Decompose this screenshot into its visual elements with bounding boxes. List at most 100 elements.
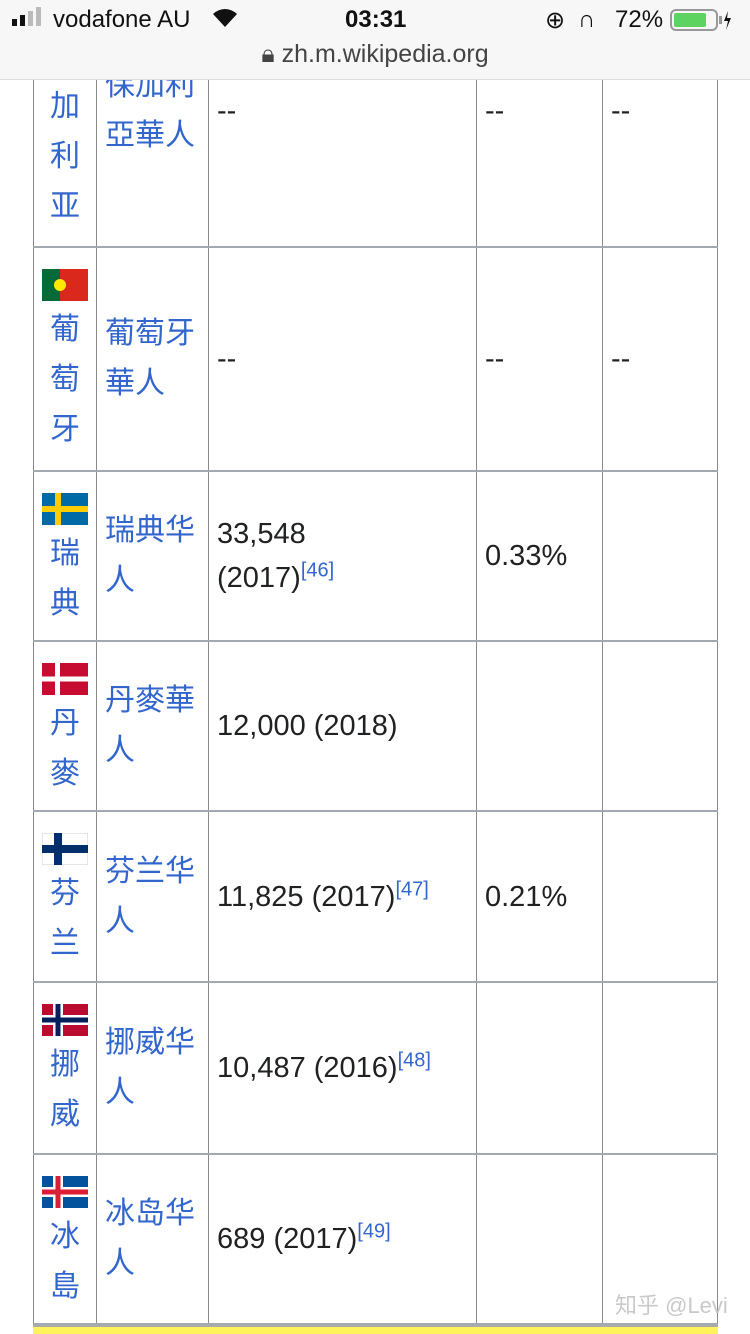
group-name-link[interactable]: 瑞典华人 bbox=[105, 514, 195, 597]
extra-cell: -- bbox=[602, 80, 718, 246]
group-name-link[interactable]: 葡萄牙華人 bbox=[105, 317, 195, 400]
battery-percent: 72% bbox=[615, 6, 664, 33]
group-name-cell: 冰岛华人 bbox=[96, 1155, 208, 1323]
denmark-flag-icon bbox=[42, 663, 88, 695]
country-cell[interactable]: 冰島 bbox=[33, 1155, 96, 1323]
country-char[interactable]: 加 bbox=[50, 90, 80, 123]
country-cell[interactable]: 葡萄牙 bbox=[33, 248, 96, 470]
carrier: vodafone AU bbox=[53, 6, 191, 33]
group-name-cell: 瑞典华人 bbox=[96, 472, 208, 640]
table-row: 葡萄牙葡萄牙華人 -- -- -- bbox=[33, 248, 718, 472]
percent-value: -- bbox=[485, 94, 505, 127]
country-char[interactable]: 萄 bbox=[50, 363, 80, 396]
country-char[interactable]: 挪 bbox=[50, 1048, 80, 1081]
iceland-flag-icon bbox=[42, 1176, 88, 1208]
wifi-icon bbox=[210, 6, 240, 35]
extra-cell bbox=[602, 472, 718, 640]
group-name-link[interactable]: 芬兰华人 bbox=[105, 854, 195, 938]
extra-cell bbox=[602, 642, 718, 810]
group-name-link[interactable]: 丹麥華人 bbox=[105, 684, 195, 767]
country-char[interactable]: 丹 bbox=[50, 707, 80, 740]
country-char[interactable]: 芬 bbox=[50, 877, 80, 910]
population-cell: 33,548 (2017)[46] bbox=[208, 472, 476, 640]
extra-cell bbox=[602, 1155, 718, 1323]
country-char[interactable]: 牙 bbox=[50, 413, 80, 446]
percent-cell: -- bbox=[476, 80, 602, 246]
highlighted-row bbox=[33, 1325, 718, 1334]
group-name-link[interactable]: 挪威华人 bbox=[105, 1026, 195, 1109]
table-row: 丹麥丹麥華人 12,000 (2018) bbox=[33, 642, 718, 812]
country-cell[interactable]: 保加利亚 bbox=[33, 80, 96, 246]
table-row: 保加利亚保加利亞華人 -- -- -- bbox=[33, 80, 718, 248]
group-name-cell: 葡萄牙華人 bbox=[96, 248, 208, 470]
population-cell: 11,825 (2017)[47] bbox=[208, 812, 476, 981]
table-row: 芬兰芬兰华人 11,825 (2017)[47] 0.21% bbox=[33, 812, 718, 983]
population-cell: 689 (2017)[49] bbox=[208, 1155, 476, 1323]
population-cell: -- bbox=[208, 248, 476, 470]
group-name-cell: 丹麥華人 bbox=[96, 642, 208, 810]
percent-cell bbox=[476, 642, 602, 810]
table-row: 挪威挪威华人 10,487 (2016)[48] bbox=[33, 983, 718, 1155]
sweden-flag-icon bbox=[42, 493, 88, 525]
country-char[interactable]: 亚 bbox=[50, 190, 80, 223]
country-cell[interactable]: 芬兰 bbox=[33, 812, 96, 981]
country-char[interactable]: 葡 bbox=[50, 313, 80, 346]
table-row: 瑞典瑞典华人 33,548 (2017)[46] 0.33% bbox=[33, 472, 718, 642]
norway-flag-icon bbox=[42, 1004, 88, 1036]
country-cell[interactable]: 挪威 bbox=[33, 983, 96, 1153]
group-name-cell: 挪威华人 bbox=[96, 983, 208, 1153]
percent-cell bbox=[476, 983, 602, 1153]
population-value: -- bbox=[217, 94, 237, 127]
finland-flag-icon bbox=[42, 833, 88, 865]
group-name-cell: 芬兰华人 bbox=[96, 812, 208, 981]
country-char[interactable]: 兰 bbox=[50, 927, 80, 960]
population-cell: 10,487 (2016)[48] bbox=[208, 983, 476, 1153]
table-row: 冰島冰岛华人 689 (2017)[49] bbox=[33, 1155, 718, 1325]
headphones-icon: ∩ bbox=[578, 6, 596, 33]
country-char[interactable]: 島 bbox=[50, 1270, 80, 1303]
population-value: 12,000 (2018) bbox=[217, 710, 398, 742]
country-cell[interactable]: 瑞典 bbox=[33, 472, 96, 640]
extra-value: -- bbox=[611, 343, 631, 375]
percent-cell: 0.33% bbox=[476, 472, 602, 640]
signal-icon bbox=[12, 6, 48, 34]
status-bar: vodafone AU 03:31 ⊕ ∩ 72% 🔒︎ zh.m.wikipe… bbox=[0, 0, 750, 80]
address-bar[interactable]: 🔒︎ zh.m.wikipedia.org bbox=[0, 40, 750, 69]
population-value: 689 (2017) bbox=[217, 1223, 358, 1255]
country-char[interactable]: 威 bbox=[50, 1098, 80, 1131]
population-value: 11,825 (2017) bbox=[217, 880, 396, 913]
url-text: zh.m.wikipedia.org bbox=[281, 40, 489, 68]
percent-cell bbox=[476, 1155, 602, 1323]
percent-value: 0.21% bbox=[485, 880, 568, 913]
country-char[interactable]: 麥 bbox=[50, 757, 80, 790]
population-value: 10,487 (2016) bbox=[217, 1052, 398, 1084]
reference-link[interactable]: [47] bbox=[395, 877, 429, 900]
group-name-link[interactable]: 冰岛华人 bbox=[105, 1197, 195, 1280]
country-char[interactable]: 瑞 bbox=[50, 537, 80, 570]
extra-cell bbox=[602, 983, 718, 1153]
group-name-link[interactable]: 保加利亞華人 bbox=[105, 80, 195, 152]
clock: 03:31 bbox=[345, 6, 407, 33]
percent-cell: 0.21% bbox=[476, 812, 602, 981]
extra-value: -- bbox=[611, 94, 631, 127]
battery-icon bbox=[670, 9, 732, 38]
group-name-cell: 保加利亞華人 bbox=[96, 80, 208, 246]
extra-cell: -- bbox=[602, 248, 718, 470]
lock-icon: 🔒︎ bbox=[261, 40, 275, 68]
country-char[interactable]: 利 bbox=[50, 140, 80, 173]
reference-link[interactable]: [49] bbox=[357, 1220, 391, 1243]
population-value: -- bbox=[217, 343, 237, 375]
portugal-flag-icon bbox=[42, 269, 88, 301]
rotation-lock-icon: ⊕ bbox=[545, 7, 566, 34]
watermark: 知乎 @Levi bbox=[615, 1293, 728, 1318]
country-char[interactable]: 冰 bbox=[50, 1220, 80, 1253]
percent-value: 0.33% bbox=[485, 540, 568, 572]
population-cell: -- bbox=[208, 80, 476, 246]
reference-link[interactable]: [46] bbox=[300, 559, 335, 582]
country-char[interactable]: 典 bbox=[50, 587, 80, 620]
percent-value: -- bbox=[485, 343, 505, 375]
country-cell[interactable]: 丹麥 bbox=[33, 642, 96, 810]
reference-link[interactable]: [48] bbox=[397, 1049, 431, 1072]
population-cell: 12,000 (2018) bbox=[208, 642, 476, 810]
